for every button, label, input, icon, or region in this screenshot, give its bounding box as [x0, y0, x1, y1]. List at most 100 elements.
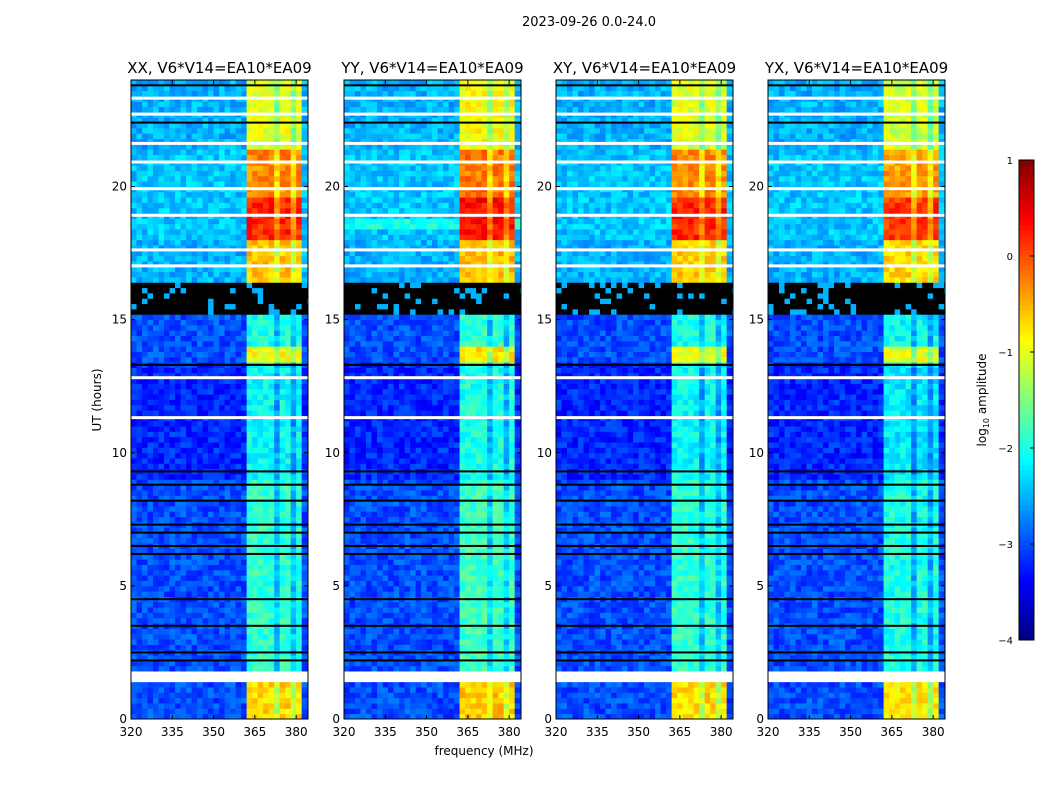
heatmap-cell — [241, 229, 247, 235]
heatmap-cell — [170, 565, 176, 571]
heatmap-cell — [186, 128, 192, 134]
heatmap-cell — [142, 453, 148, 459]
heatmap-cell — [170, 682, 176, 688]
heatmap-cell — [269, 107, 275, 113]
heatmap-cell — [302, 490, 308, 496]
heatmap-cell — [504, 708, 510, 714]
heatmap-cell — [236, 181, 242, 187]
heatmap-cell — [355, 644, 361, 650]
heatmap-cell — [208, 474, 214, 480]
heatmap-cell — [280, 431, 286, 437]
heatmap-cell — [230, 447, 236, 453]
heatmap-cell — [225, 357, 231, 363]
heatmap-cell — [263, 171, 269, 177]
heatmap-cell — [291, 437, 297, 443]
heatmap-cell — [421, 671, 427, 677]
heatmap-cell — [252, 155, 258, 161]
heatmap-cell — [175, 357, 181, 363]
heatmap-cell — [274, 698, 280, 704]
heatmap-cell — [159, 128, 165, 134]
heatmap-cell — [291, 506, 297, 512]
flagged-row-black — [131, 598, 308, 600]
heatmap-cell — [219, 511, 225, 517]
heatmap-cell — [225, 581, 231, 587]
heatmap-cell — [219, 591, 225, 597]
heatmap-cell — [252, 325, 258, 331]
heatmap-cell — [465, 666, 471, 672]
heatmap-cell — [498, 692, 504, 698]
heatmap-cell — [192, 458, 198, 464]
heatmap-cell — [432, 687, 438, 693]
heatmap-cell — [421, 703, 427, 709]
heatmap-cell — [219, 368, 225, 374]
heatmap-cell — [241, 277, 247, 283]
heatmap-cell — [230, 234, 236, 240]
heatmap-cell — [296, 202, 302, 208]
heatmap-cell — [247, 575, 253, 581]
heatmap-cell — [137, 304, 143, 310]
heatmap-cell — [170, 357, 176, 363]
heatmap-cell — [159, 575, 165, 581]
heatmap-cell — [230, 272, 236, 278]
heatmap-cell — [383, 618, 389, 624]
heatmap-cell — [285, 591, 291, 597]
heatmap-cell — [236, 453, 242, 459]
heatmap-cell — [280, 224, 286, 230]
heatmap-cell — [241, 314, 247, 320]
heatmap-cell — [258, 128, 264, 134]
heatmap-cell — [421, 618, 427, 624]
heatmap-cell — [291, 639, 297, 645]
flagged-row-black — [131, 84, 308, 86]
heatmap-cell — [460, 581, 466, 587]
heatmap-cell — [291, 607, 297, 613]
heatmap-cell — [164, 490, 170, 496]
heatmap-cell — [252, 256, 258, 262]
heatmap-cell — [465, 703, 471, 709]
heatmap-cell — [269, 165, 275, 171]
heatmap-cell — [443, 682, 449, 688]
heatmap-cell — [302, 453, 308, 459]
heatmap-cell — [350, 671, 356, 677]
heatmap-cell — [280, 437, 286, 443]
heatmap-cell — [252, 107, 258, 113]
heatmap-cell — [405, 687, 411, 693]
heatmap-cell — [192, 192, 198, 198]
heatmap-cell — [291, 352, 297, 358]
heatmap-cell — [361, 586, 367, 592]
heatmap-cell — [493, 607, 499, 613]
heatmap-cell — [170, 708, 176, 714]
heatmap-cell — [394, 666, 400, 672]
heatmap-cell — [225, 405, 231, 411]
heatmap-cell — [263, 400, 269, 406]
heatmap-cell — [175, 107, 181, 113]
heatmap-cell — [131, 346, 137, 352]
heatmap-cell — [164, 389, 170, 395]
heatmap-cell — [350, 682, 356, 688]
heatmap-cell — [302, 634, 308, 640]
heatmap-cell — [416, 676, 422, 682]
heatmap-cell — [241, 410, 247, 416]
heatmap-cell — [302, 559, 308, 565]
heatmap-cell — [181, 405, 187, 411]
heatmap-cell — [487, 692, 493, 698]
heatmap-cell — [230, 107, 236, 113]
heatmap-cell — [175, 341, 181, 347]
heatmap-cell — [285, 565, 291, 571]
heatmap-cell — [192, 687, 198, 693]
heatmap-cell — [159, 676, 165, 682]
heatmap-cell — [203, 320, 209, 326]
heatmap-cell — [197, 133, 203, 139]
heatmap-cell — [241, 708, 247, 714]
heatmap-cell — [410, 581, 416, 587]
heatmap-cell — [471, 613, 477, 619]
heatmap-cell — [258, 463, 264, 469]
heatmap-cell — [438, 703, 444, 709]
heatmap-cell — [225, 224, 231, 230]
heatmap-cell — [252, 442, 258, 448]
heatmap-cell — [247, 314, 253, 320]
heatmap-cell — [241, 224, 247, 230]
heatmap-cell — [230, 607, 236, 613]
heatmap-cell — [219, 229, 225, 235]
heatmap-cell — [427, 628, 433, 634]
